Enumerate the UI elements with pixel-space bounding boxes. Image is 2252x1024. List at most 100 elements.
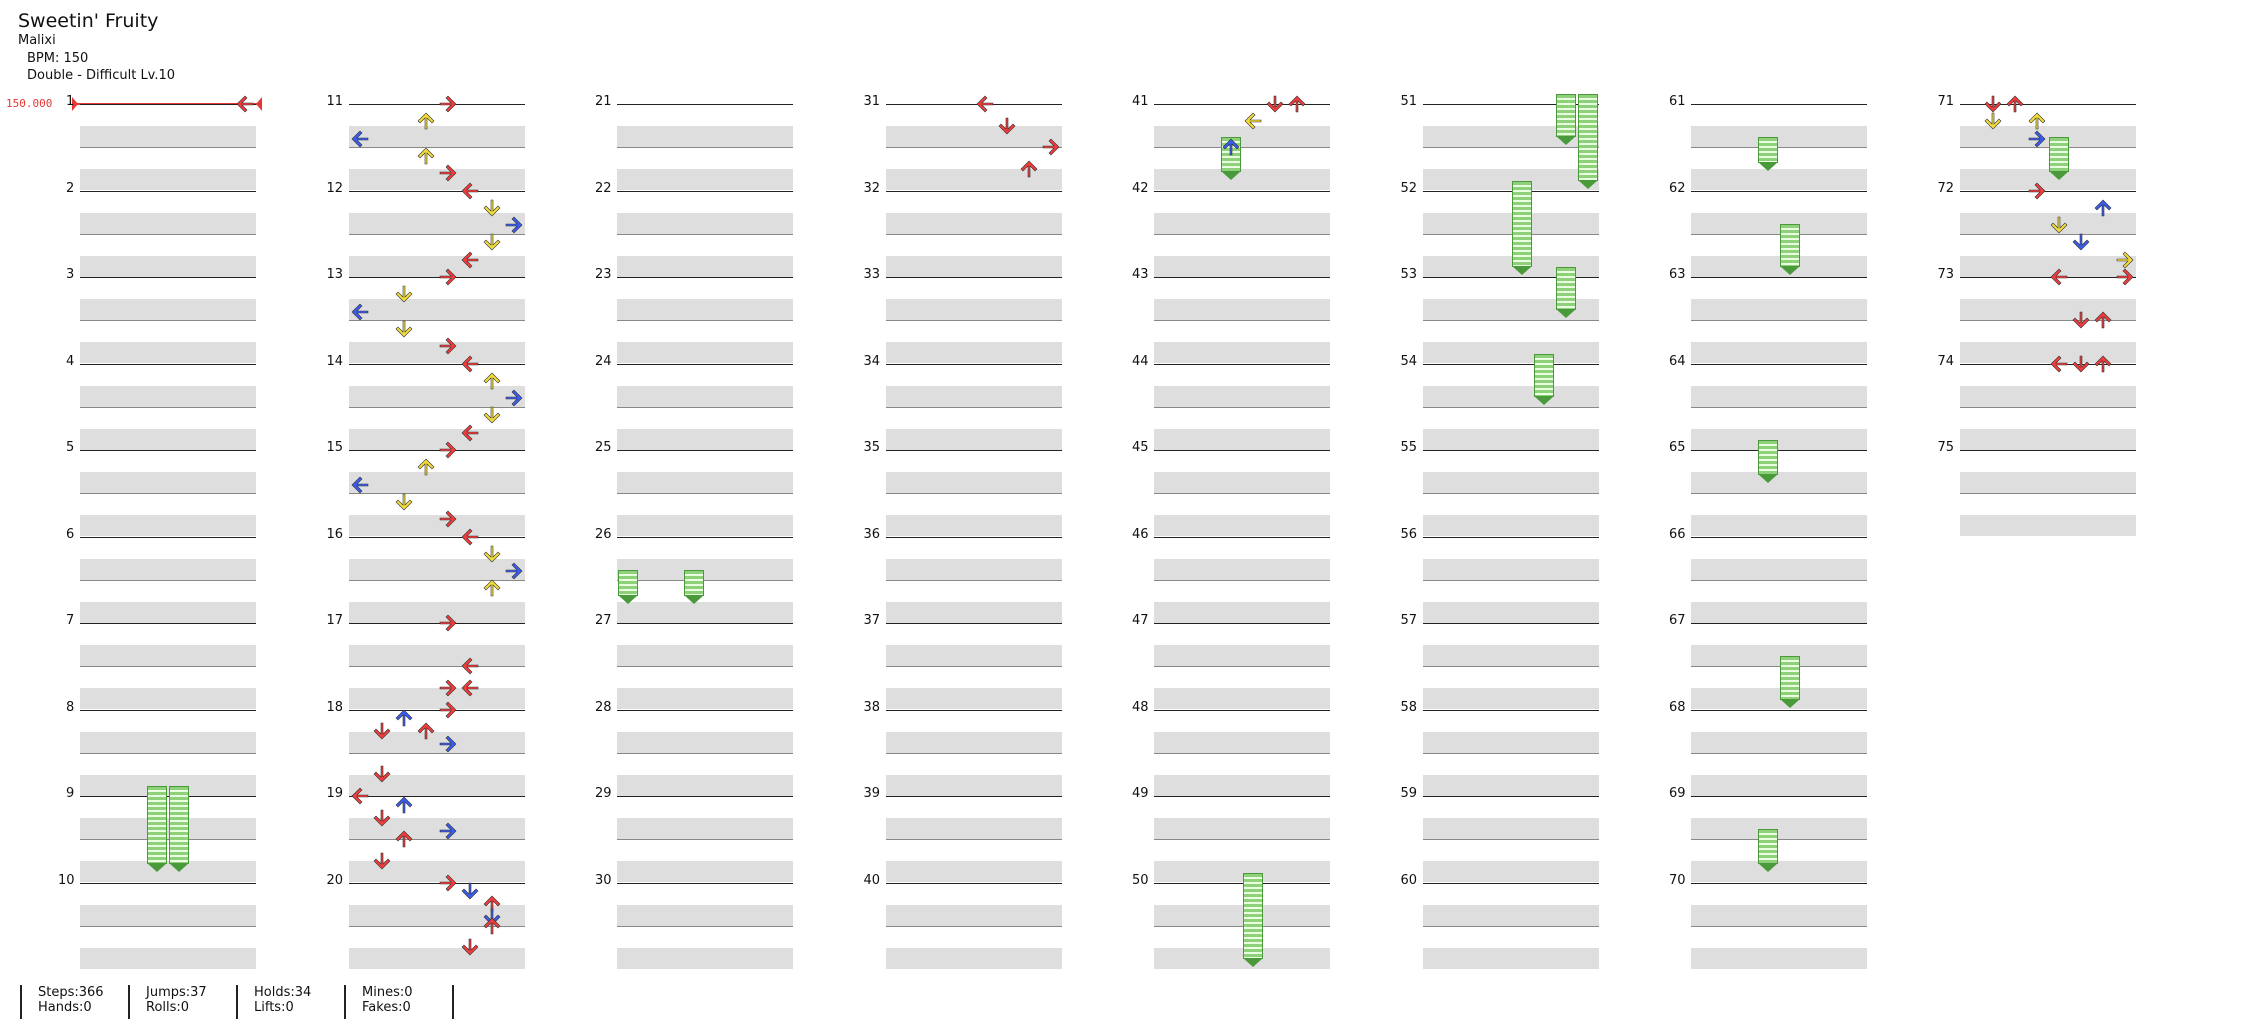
measure-line	[1154, 796, 1330, 797]
beat-stripe	[1959, 515, 2136, 536]
measure-line	[1691, 536, 1867, 538]
measure-number: 1	[66, 94, 75, 109]
stat-holds: Holds:34	[254, 985, 312, 1000]
beat-stripe	[1422, 472, 1599, 493]
beat-line	[1154, 839, 1330, 840]
measure-number: 35	[863, 440, 881, 455]
beat-stripe	[1422, 904, 1599, 926]
beat-stripe	[617, 342, 793, 363]
arrow-left-icon	[234, 93, 256, 115]
bpm-change-label: 150.000	[6, 97, 53, 110]
beat-stripe	[885, 212, 1062, 234]
beat-stripe	[348, 212, 525, 234]
measure-line	[885, 709, 1062, 711]
measure-line	[1154, 450, 1330, 451]
beat-stripe	[1691, 601, 1867, 623]
beat-stripe	[1691, 731, 1867, 753]
beat-stripe	[1154, 212, 1330, 234]
beat-stripe	[1422, 818, 1599, 839]
beat-stripe	[885, 774, 1062, 796]
arrow-up-icon	[415, 145, 437, 167]
beat-stripe	[80, 385, 256, 407]
measure-number: 58	[1400, 699, 1418, 715]
beat-line	[1691, 320, 1867, 321]
arrow-left-icon	[2048, 266, 2070, 288]
measure-line	[885, 450, 1062, 451]
beat-stripe	[1422, 342, 1599, 363]
measure-number: 18	[326, 699, 344, 715]
beat-line	[80, 752, 256, 754]
beat-stripe	[885, 255, 1062, 277]
measure-number: 20	[326, 872, 344, 888]
measure-number: 27	[595, 613, 612, 628]
beat-line	[885, 839, 1062, 840]
beat-stripe	[885, 861, 1062, 882]
measure-number: 29	[595, 786, 612, 801]
measure-number: 68	[1669, 699, 1686, 715]
beat-line	[1422, 752, 1599, 754]
beat-stripe	[1154, 947, 1330, 969]
arrow-left-icon	[459, 180, 481, 202]
measure-line	[80, 277, 256, 278]
arrow-right-icon	[437, 677, 459, 699]
hold-note	[1780, 656, 1800, 708]
beat-line	[1154, 233, 1330, 235]
beat-line	[1959, 406, 2136, 408]
measure-number: 34	[863, 353, 881, 369]
song-title: Sweetin' Fruity	[18, 10, 159, 32]
arrow-right-icon	[503, 560, 525, 582]
measure-number: 71	[1937, 94, 1955, 109]
beat-line	[885, 320, 1062, 321]
beat-stripe	[80, 169, 256, 190]
measure-line	[885, 882, 1062, 884]
measure-line	[1691, 796, 1867, 797]
beat-stripe	[1422, 861, 1599, 882]
stat-lifts: Lifts:0	[254, 1000, 294, 1015]
beat-stripe	[617, 558, 793, 580]
beat-line	[80, 320, 256, 321]
beat-stripe	[885, 601, 1062, 623]
beat-line	[1959, 147, 2136, 148]
beat-stripe	[1154, 774, 1330, 796]
measure-number: 7	[66, 613, 75, 628]
measure-number: 53	[1400, 267, 1418, 282]
measure-line	[885, 536, 1062, 538]
beat-line	[1959, 233, 2136, 235]
measure-number: 32	[863, 180, 881, 196]
measure-number: 52	[1400, 180, 1418, 196]
beat-stripe	[617, 601, 793, 623]
measure-number: 75	[1937, 440, 1955, 455]
measure-line	[617, 363, 793, 365]
arrow-down-icon	[1264, 93, 1286, 115]
arrow-left-icon	[974, 93, 996, 115]
beat-stripe	[80, 904, 256, 926]
measure-line	[348, 709, 525, 711]
measure-line	[1154, 623, 1330, 624]
beat-stripe	[80, 731, 256, 753]
measure-line	[1422, 277, 1599, 278]
measure-number: 46	[1132, 526, 1149, 542]
beat-stripe	[1422, 947, 1599, 969]
measure-line	[1422, 536, 1599, 538]
arrow-left-icon	[349, 474, 371, 496]
beat-stripe	[1691, 515, 1867, 536]
beat-stripe	[885, 515, 1062, 536]
measure-number: 56	[1400, 526, 1418, 542]
measure-number: 16	[326, 526, 344, 542]
beat-stripe	[885, 299, 1062, 320]
beat-line	[1422, 233, 1599, 235]
arrow-right-icon	[2026, 180, 2048, 202]
hold-note	[147, 786, 167, 872]
arrow-left-icon	[459, 655, 481, 677]
beat-stripe	[1691, 169, 1867, 190]
arrow-right-icon	[2114, 249, 2136, 271]
beat-stripe	[80, 947, 256, 969]
beat-line	[1422, 320, 1599, 321]
arrow-up-icon	[2092, 197, 2114, 219]
measure-line	[617, 450, 793, 451]
beat-stripe	[1691, 299, 1867, 320]
arrow-right-icon	[437, 820, 459, 842]
measure-number: 63	[1669, 267, 1686, 282]
arrow-down-icon	[1982, 93, 2004, 115]
song-header: Sweetin' Fruity Malixi BPM: 150 Double -…	[18, 10, 175, 84]
